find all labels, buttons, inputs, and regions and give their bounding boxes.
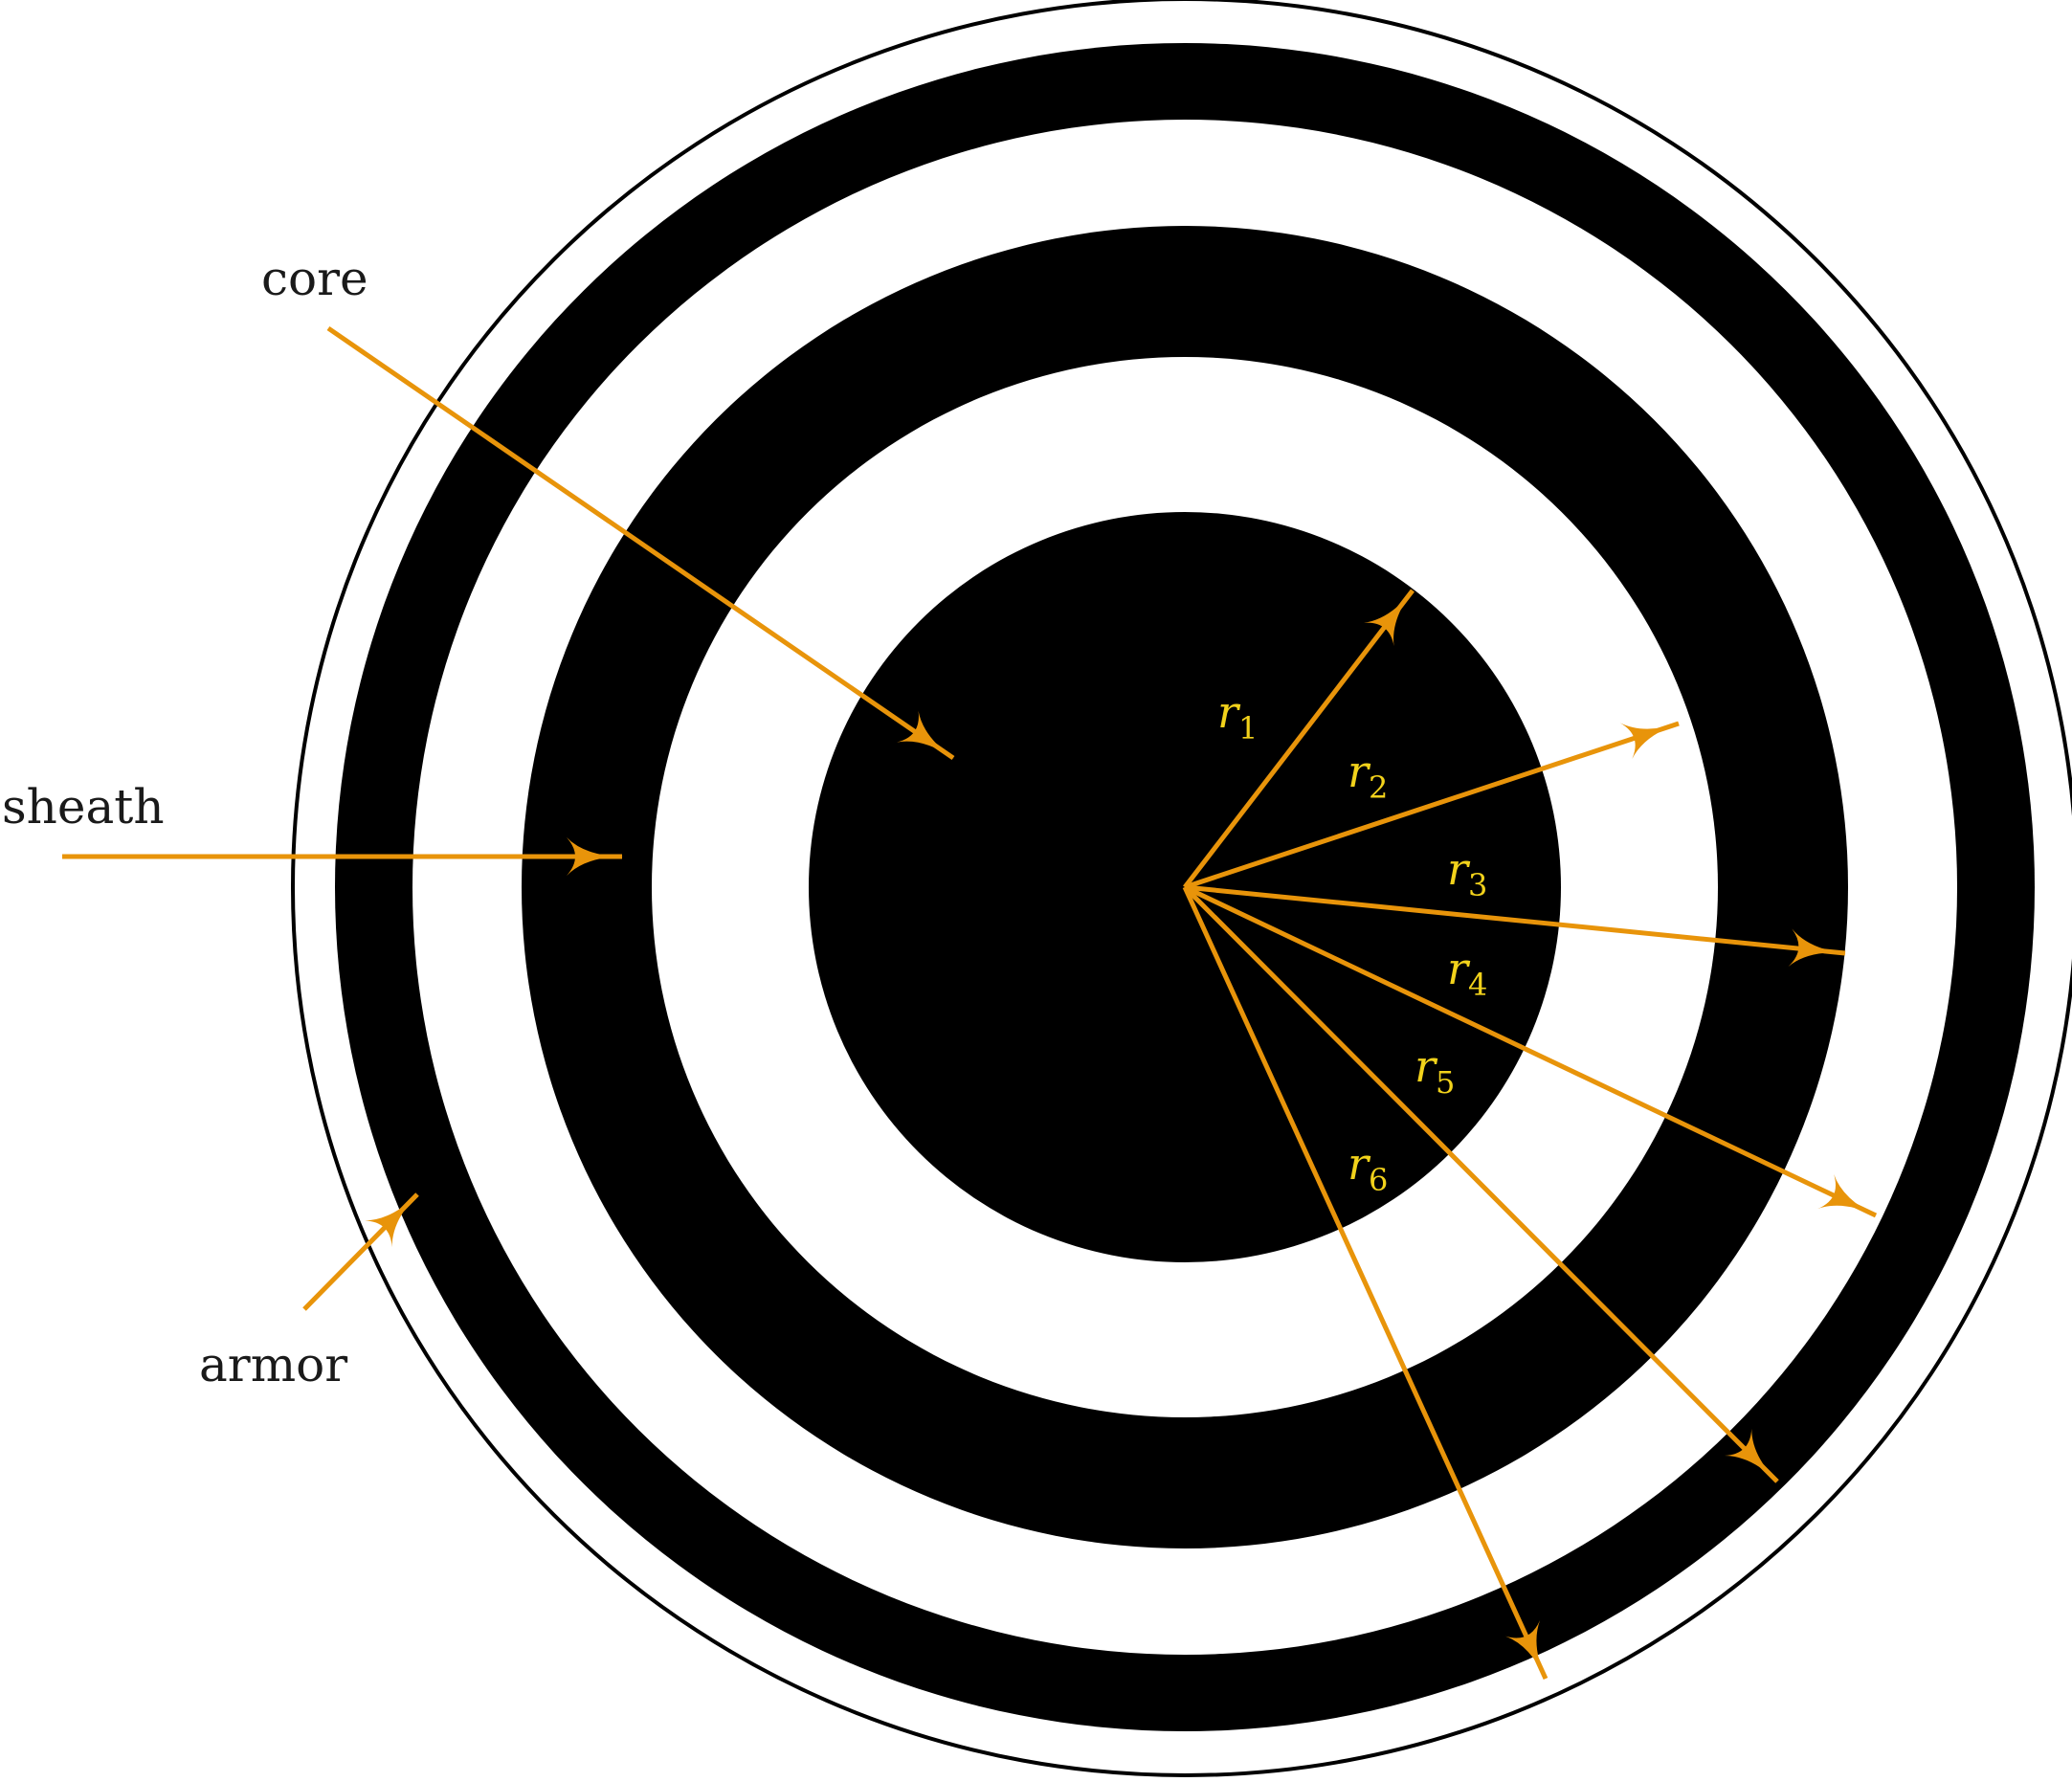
armor-pointer-arrow bbox=[302, 1192, 419, 1311]
core-pointer-arrow bbox=[326, 325, 955, 761]
radius-label-r4: r4 bbox=[1447, 943, 1487, 1003]
radius-label-r3: r3 bbox=[1447, 843, 1487, 903]
radius-label-r1: r1 bbox=[1217, 686, 1258, 746]
radius-label-r6: r6 bbox=[1348, 1138, 1388, 1198]
radius-arrows bbox=[1182, 589, 1878, 1681]
armor-label: armor bbox=[199, 1337, 347, 1392]
radius-arrow-r1 bbox=[1183, 589, 1415, 889]
core-label: core bbox=[261, 251, 368, 306]
label-arrows bbox=[62, 325, 955, 1311]
radius-label-r5: r5 bbox=[1415, 1040, 1455, 1101]
radius-arrow-r2 bbox=[1184, 721, 1681, 890]
radius-label-r2: r2 bbox=[1348, 746, 1388, 806]
radius-arrow-r5 bbox=[1183, 885, 1779, 1483]
radius-arrow-r4 bbox=[1183, 884, 1878, 1218]
radius-arrow-r6 bbox=[1182, 885, 1548, 1681]
sheath-label: sheath bbox=[2, 779, 165, 835]
outer-jacket-outline bbox=[291, 0, 2072, 1777]
radius-arrow-r3 bbox=[1184, 884, 1847, 968]
